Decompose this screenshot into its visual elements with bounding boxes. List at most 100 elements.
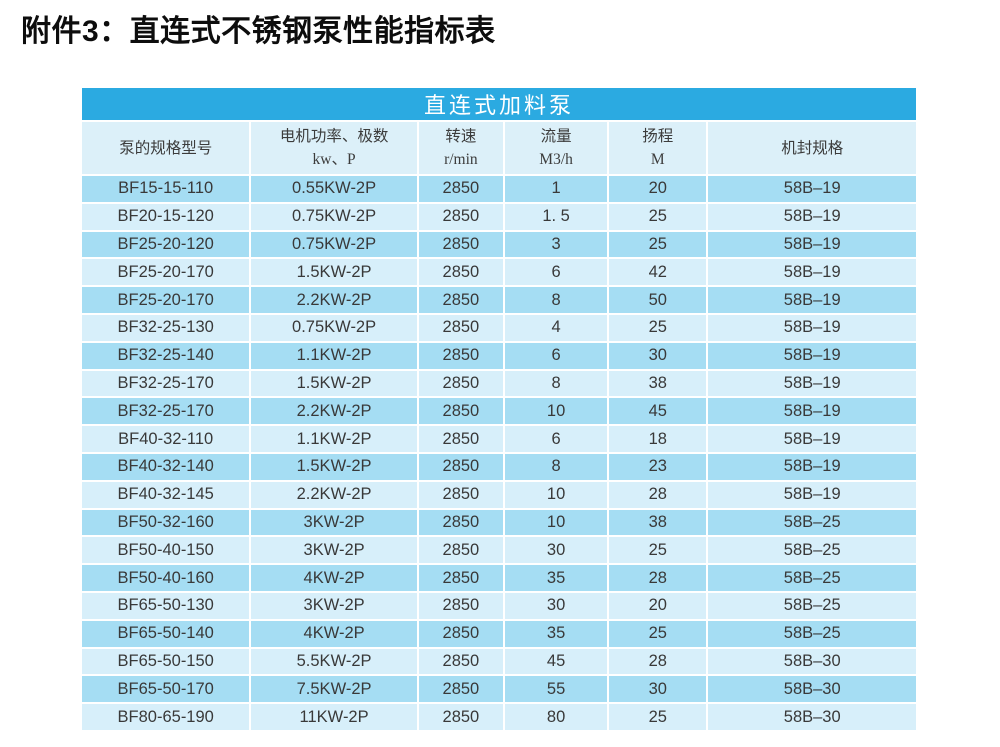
- table-row: BF40-32-145 2.2KW-2P 2850 10 28 58B–19: [82, 481, 916, 508]
- cell-head: 20: [609, 592, 707, 619]
- cell-model: BF32-25-170: [82, 398, 250, 425]
- cell-head: 25: [609, 314, 707, 341]
- cell-power: 3KW-2P: [251, 509, 417, 536]
- cell-seal: 58B–30: [708, 704, 916, 730]
- cell-model: BF65-50-170: [82, 676, 250, 703]
- cell-speed: 2850: [418, 620, 503, 647]
- column-header-head-line2: M: [650, 151, 665, 168]
- cell-head: 38: [609, 509, 707, 536]
- cell-seal: 58B–30: [708, 648, 916, 675]
- table-body: BF15-15-110 0.55KW-2P 2850 1 20 58B–19 BF20-15…: [82, 176, 916, 730]
- table-row: BF25-20-170 2.2KW-2P 2850 8 50 58B–19: [82, 287, 916, 313]
- cell-seal: 58B–19: [708, 287, 916, 313]
- cell-head: 23: [609, 453, 707, 480]
- cell-seal: 58B–19: [708, 259, 916, 286]
- cell-speed: 2850: [418, 287, 503, 313]
- cell-head: 25: [609, 620, 707, 647]
- cell-speed: 2850: [418, 342, 503, 369]
- cell-power: 0.75KW-2P: [251, 231, 417, 258]
- cell-power: 0.75KW-2P: [251, 203, 417, 230]
- cell-head: 45: [609, 398, 707, 425]
- column-header-head: 扬程 M: [609, 122, 707, 174]
- cell-seal: 58B–19: [708, 370, 916, 397]
- column-header-flow-line1: 流量: [540, 128, 572, 145]
- cell-seal: 58B–25: [708, 509, 916, 536]
- cell-head: 20: [609, 176, 707, 202]
- cell-model: BF32-25-170: [82, 370, 250, 397]
- cell-speed: 2850: [418, 565, 503, 591]
- cell-head: 25: [609, 704, 707, 730]
- table-row: BF40-32-110 1.1KW-2P 2850 6 18 58B–19: [82, 426, 916, 452]
- cell-model: BF32-25-130: [82, 314, 250, 341]
- cell-power: 1.5KW-2P: [251, 259, 417, 286]
- cell-power: 0.75KW-2P: [251, 314, 417, 341]
- cell-flow: 35: [504, 620, 608, 647]
- cell-model: BF80-65-190: [82, 704, 250, 730]
- cell-flow: 6: [504, 426, 608, 452]
- cell-flow: 10: [504, 509, 608, 536]
- table-row: BF32-25-140 1.1KW-2P 2850 6 30 58B–19: [82, 342, 916, 369]
- cell-model: BF50-40-160: [82, 565, 250, 591]
- column-header-power: 电机功率、极数 kw、P: [251, 122, 417, 174]
- cell-seal: 58B–19: [708, 453, 916, 480]
- table-row: BF25-20-170 1.5KW-2P 2850 6 42 58B–19: [82, 259, 916, 286]
- cell-power: 1.5KW-2P: [251, 370, 417, 397]
- cell-seal: 58B–19: [708, 231, 916, 258]
- cell-head: 18: [609, 426, 707, 452]
- cell-flow: 3: [504, 231, 608, 258]
- table-banner: 直连式加料泵: [82, 88, 916, 120]
- cell-flow: 10: [504, 398, 608, 425]
- cell-head: 25: [609, 231, 707, 258]
- cell-model: BF50-40-150: [82, 537, 250, 564]
- table-row: BF20-15-120 0.75KW-2P 2850 1. 5 25 58B–19: [82, 203, 916, 230]
- column-header-flow: 流量 M3/h: [504, 122, 608, 174]
- cell-head: 25: [609, 203, 707, 230]
- cell-head: 30: [609, 342, 707, 369]
- cell-speed: 2850: [418, 314, 503, 341]
- cell-model: BF65-50-140: [82, 620, 250, 647]
- cell-speed: 2850: [418, 509, 503, 536]
- cell-model: BF65-50-130: [82, 592, 250, 619]
- cell-head: 28: [609, 565, 707, 591]
- column-header-seal: 机封规格: [708, 122, 916, 174]
- cell-power: 7.5KW-2P: [251, 676, 417, 703]
- cell-power: 4KW-2P: [251, 620, 417, 647]
- cell-speed: 2850: [418, 259, 503, 286]
- column-header-row: 泵的规格型号 电机功率、极数 kw、P 转速 r/min 流量 M3/h 扬程 M 机封规格: [82, 122, 916, 174]
- cell-speed: 2850: [418, 370, 503, 397]
- cell-power: 1.5KW-2P: [251, 453, 417, 480]
- cell-model: BF50-32-160: [82, 509, 250, 536]
- cell-seal: 58B–25: [708, 620, 916, 647]
- cell-flow: 30: [504, 537, 608, 564]
- cell-flow: 8: [504, 453, 608, 480]
- table-row: BF50-40-160 4KW-2P 2850 35 28 58B–25: [82, 565, 916, 591]
- table-banner-row: 直连式加料泵: [82, 88, 916, 120]
- table-row: BF32-25-170 2.2KW-2P 2850 10 45 58B–19: [82, 398, 916, 425]
- table-row: BF32-25-130 0.75KW-2P 2850 4 25 58B–19: [82, 314, 916, 341]
- cell-seal: 58B–30: [708, 676, 916, 703]
- cell-seal: 58B–19: [708, 314, 916, 341]
- cell-power: 0.55KW-2P: [251, 176, 417, 202]
- cell-flow: 6: [504, 259, 608, 286]
- pump-spec-table: 直连式加料泵 泵的规格型号 电机功率、极数 kw、P 转速 r/min 流量 M3/h 扬程 M…: [80, 86, 918, 732]
- cell-speed: 2850: [418, 481, 503, 508]
- cell-head: 25: [609, 537, 707, 564]
- cell-power: 2.2KW-2P: [251, 398, 417, 425]
- cell-flow: 1: [504, 176, 608, 202]
- cell-flow: 45: [504, 648, 608, 675]
- cell-flow: 55: [504, 676, 608, 703]
- cell-speed: 2850: [418, 676, 503, 703]
- table-row: BF25-20-120 0.75KW-2P 2850 3 25 58B–19: [82, 231, 916, 258]
- table-row: BF40-32-140 1.5KW-2P 2850 8 23 58B–19: [82, 453, 916, 480]
- cell-model: BF25-20-170: [82, 259, 250, 286]
- table-row: BF65-50-170 7.5KW-2P 2850 55 30 58B–30: [82, 676, 916, 703]
- cell-model: BF40-32-145: [82, 481, 250, 508]
- table-row: BF65-50-150 5.5KW-2P 2850 45 28 58B–30: [82, 648, 916, 675]
- cell-flow: 35: [504, 565, 608, 591]
- cell-head: 50: [609, 287, 707, 313]
- table-row: BF80-65-190 11KW-2P 2850 80 25 58B–30: [82, 704, 916, 730]
- cell-model: BF40-32-140: [82, 453, 250, 480]
- cell-flow: 10: [504, 481, 608, 508]
- column-header-power-line1: 电机功率、极数: [279, 128, 389, 145]
- table-row: BF50-32-160 3KW-2P 2850 10 38 58B–25: [82, 509, 916, 536]
